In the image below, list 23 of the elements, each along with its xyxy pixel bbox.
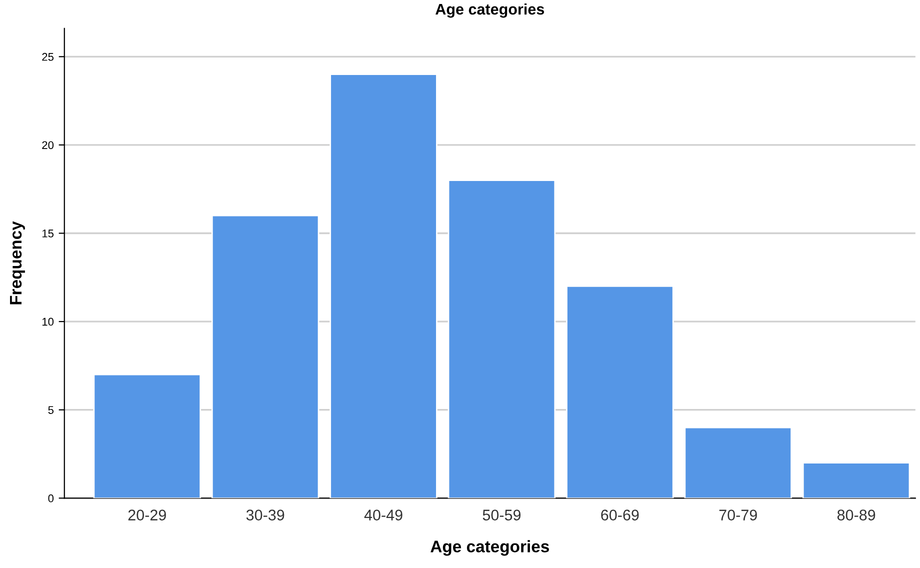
chart-title: Age categories (436, 3, 544, 18)
x-tick-label: 60-69 (601, 510, 639, 520)
bar (566, 286, 674, 498)
x-axis-title: Age categories (430, 540, 549, 556)
y-tick-label: 25 (42, 52, 54, 61)
bar (211, 214, 320, 498)
y-tick-label: 0 (48, 494, 54, 502)
y-tick-label: 5 (48, 406, 54, 414)
x-tick-label: 30-39 (246, 510, 284, 520)
bar (802, 462, 910, 498)
x-tick-label: 80-89 (837, 510, 876, 520)
bar (93, 374, 202, 498)
bar (684, 426, 792, 498)
y-tick-label: 20 (42, 141, 54, 150)
x-tick-label: 20-29 (128, 510, 166, 520)
y-tick-label: 10 (42, 318, 54, 326)
x-tick-label: 50-59 (482, 510, 521, 520)
y-tick-label: 15 (42, 230, 54, 238)
bar (330, 74, 438, 498)
x-tick-label: 70-79 (719, 510, 757, 520)
x-tick-label: 40-49 (364, 510, 402, 520)
bar (448, 180, 556, 498)
y-axis-title: Frequency (10, 221, 25, 304)
